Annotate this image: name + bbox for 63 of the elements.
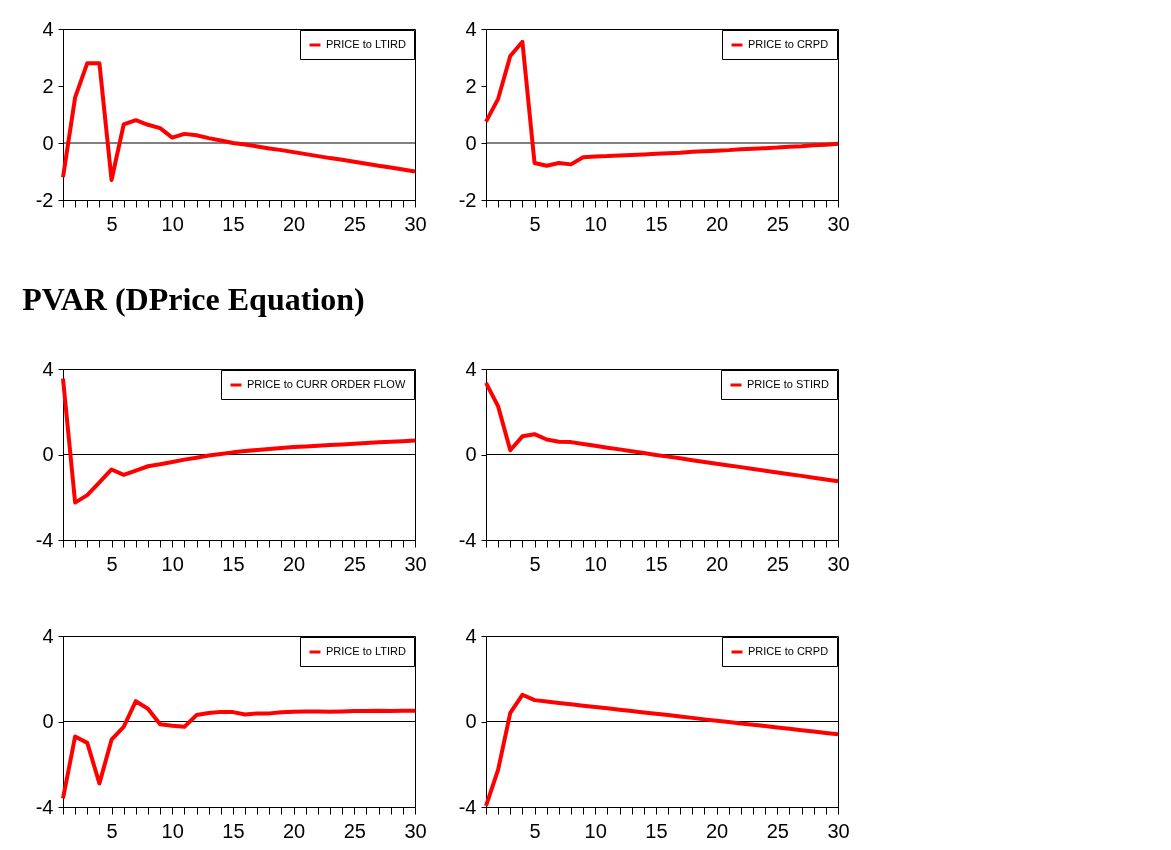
- y-tick-label: -2: [35, 188, 54, 211]
- y-tick-label: -4: [35, 795, 54, 818]
- x-tick-label: 20: [283, 819, 306, 842]
- y-tick-label: 4: [42, 17, 54, 40]
- y-tick-label: 4: [465, 624, 477, 647]
- x-tick-label: 5: [106, 212, 118, 235]
- x-tick-label: 30: [827, 819, 850, 842]
- x-tick-label: 5: [106, 819, 118, 842]
- legend-label: PRICE to CRPD: [748, 645, 829, 657]
- legend-label: PRICE to STIRD: [747, 378, 829, 390]
- x-tick-label: 25: [343, 552, 366, 575]
- x-tick-label: 30: [404, 552, 427, 575]
- y-tick-label: 0: [465, 443, 477, 465]
- x-tick-label: 5: [529, 819, 541, 842]
- x-tick-label: 20: [706, 552, 729, 575]
- x-tick-label: 5: [529, 212, 541, 235]
- x-tick-label: 15: [222, 819, 245, 842]
- y-tick-label: -4: [458, 795, 477, 818]
- y-tick-label: 4: [42, 624, 54, 647]
- x-tick-label: 25: [343, 819, 366, 842]
- x-tick-label: 20: [283, 212, 306, 235]
- x-tick-label: 5: [106, 552, 118, 575]
- y-tick-label: 0: [42, 710, 54, 732]
- legend-label: PRICE to CURR ORDER FLOW: [247, 378, 406, 390]
- x-tick-label: 25: [766, 819, 789, 842]
- x-tick-label: 25: [766, 552, 789, 575]
- y-tick-label: 2: [465, 74, 477, 97]
- y-tick-label: 0: [465, 710, 477, 732]
- x-tick-label: 10: [161, 819, 184, 842]
- legend-label: PRICE to LTIRD: [326, 645, 406, 657]
- x-tick-label: 15: [222, 552, 245, 575]
- y-tick-label: -4: [458, 528, 477, 551]
- y-tick-label: 2: [42, 74, 54, 97]
- x-tick-label: 10: [584, 552, 607, 575]
- y-tick-label: 0: [42, 131, 54, 154]
- legend-label: PRICE to CRPD: [748, 38, 829, 50]
- y-tick-label: -4: [35, 528, 54, 551]
- x-tick-label: 30: [827, 552, 850, 575]
- x-tick-label: 30: [404, 212, 427, 235]
- x-tick-label: 30: [404, 819, 427, 842]
- x-tick-label: 10: [584, 819, 607, 842]
- x-tick-label: 15: [222, 212, 245, 235]
- chart-title: PVAR (DPrice Equation): [22, 281, 365, 317]
- x-tick-label: 15: [645, 819, 668, 842]
- x-tick-label: 25: [766, 212, 789, 235]
- x-tick-label: 20: [283, 552, 306, 575]
- x-tick-label: 15: [645, 212, 668, 235]
- x-tick-label: 20: [706, 819, 729, 842]
- y-tick-label: -2: [458, 188, 477, 211]
- y-tick-label: 0: [465, 131, 477, 154]
- x-tick-label: 25: [343, 212, 366, 235]
- x-tick-label: 30: [827, 212, 850, 235]
- x-tick-label: 5: [529, 552, 541, 575]
- y-tick-label: 4: [42, 357, 54, 380]
- legend-label: PRICE to LTIRD: [326, 38, 406, 50]
- x-tick-label: 10: [584, 212, 607, 235]
- y-tick-label: 4: [465, 357, 477, 380]
- y-tick-label: 0: [42, 443, 54, 465]
- x-tick-label: 15: [645, 552, 668, 575]
- x-tick-label: 20: [706, 212, 729, 235]
- y-tick-label: 4: [465, 17, 477, 40]
- x-tick-label: 10: [161, 552, 184, 575]
- x-tick-label: 10: [161, 212, 184, 235]
